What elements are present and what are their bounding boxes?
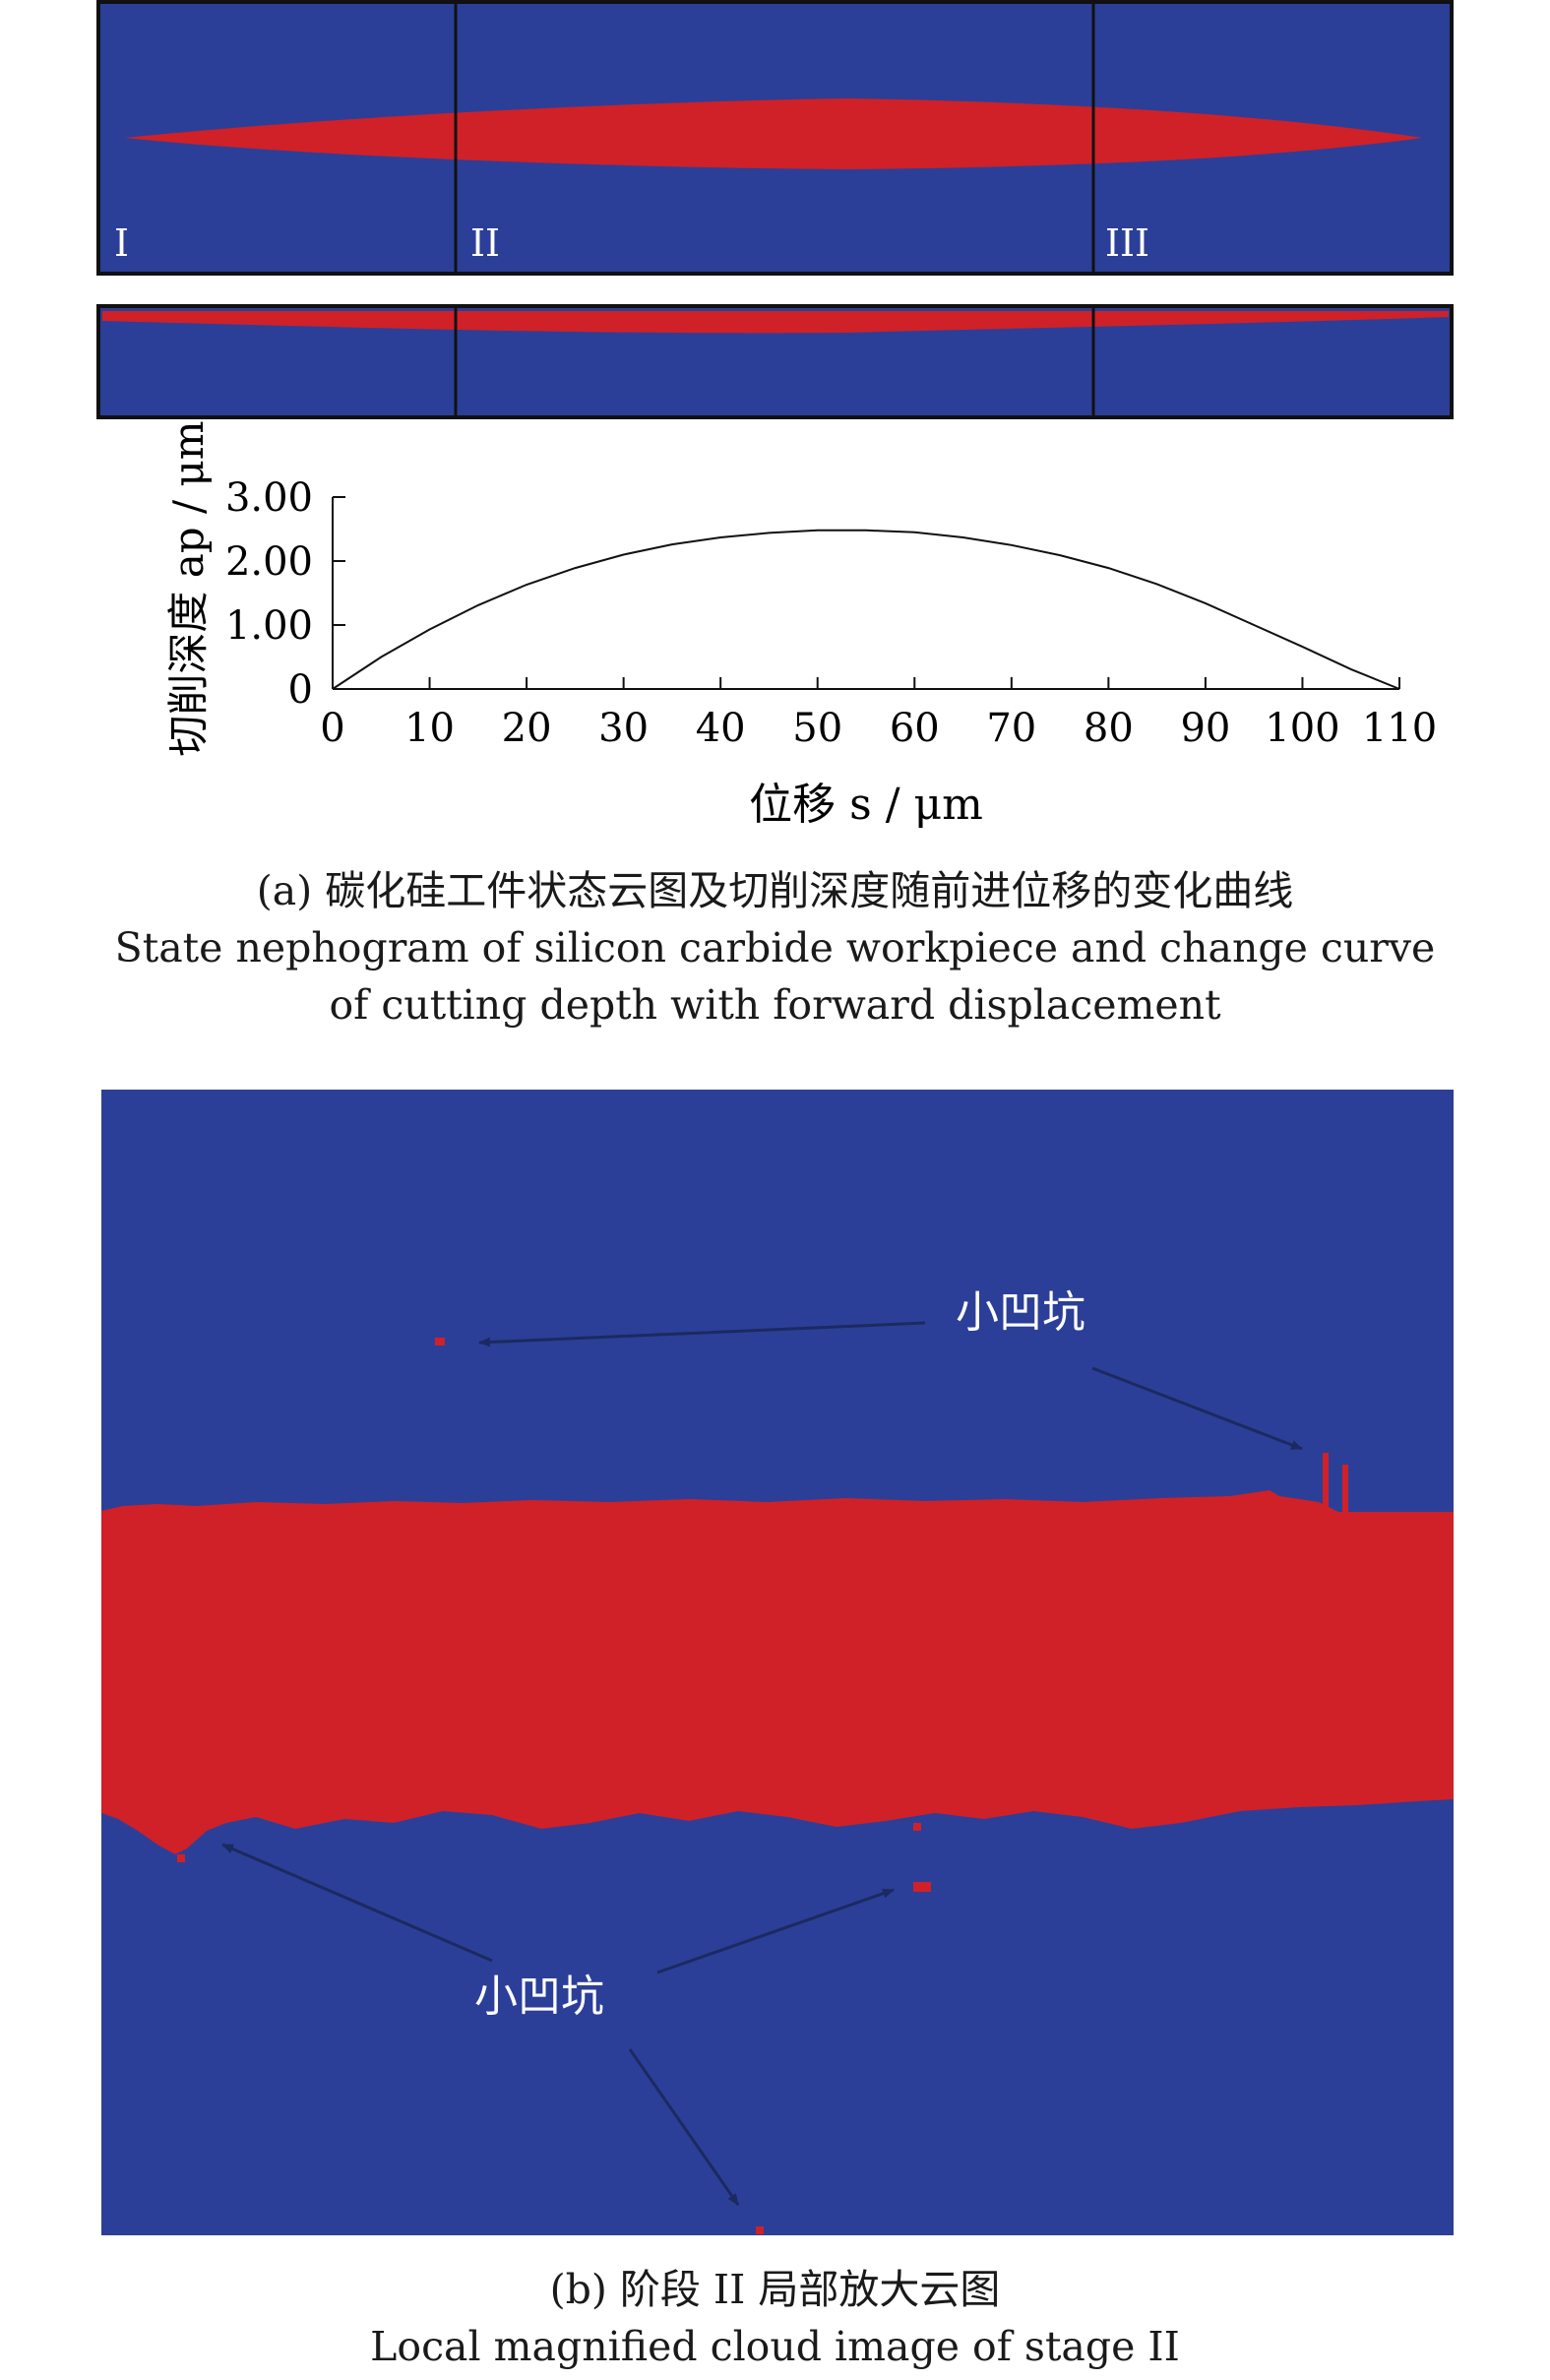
arrow-pit-1 <box>478 1321 926 1347</box>
x-tick-label: 100 <box>1265 706 1339 751</box>
x-tick-label: 70 <box>986 706 1036 751</box>
caption-b-cn: (b) 阶段 II 局部放大云图 <box>549 2266 1001 2313</box>
x-tick-group: 0 10 20 30 40 50 60 70 80 90 100 110 <box>320 677 1437 751</box>
chip-band-top <box>125 98 1422 169</box>
nephogram-top-view: I II III <box>96 0 1454 276</box>
arrow-pit-5 <box>628 2048 740 2206</box>
x-tick-label: 40 <box>696 706 746 751</box>
stage-label-2: II <box>470 221 500 265</box>
y-tick-group: 0 1.00 2.00 3.00 <box>225 475 345 713</box>
chip-spike-2 <box>1342 1465 1348 1512</box>
caption-a-en-1: State nephogram of silicon carbide workp… <box>114 924 1436 971</box>
cutting-depth-curve <box>332 529 1400 690</box>
pit-spot-5 <box>177 1854 185 1862</box>
x-tick-label: 30 <box>598 706 649 751</box>
magnified-chip-band <box>101 1490 1454 1854</box>
nephogram-side-view <box>96 304 1454 419</box>
caption-a-cn: (a) 碳化硅工件状态云图及切削深度随前进位移的变化曲线 <box>256 867 1294 914</box>
arrow-pit-2 <box>1091 1366 1303 1451</box>
x-tick-label: 50 <box>792 706 842 751</box>
y-tick-label: 0 <box>288 667 313 713</box>
pit-label-bottom: 小凹坑 <box>474 1972 604 2022</box>
x-tick-label: 60 <box>890 706 940 751</box>
pit-spot-3 <box>913 1823 921 1831</box>
caption-b-en: Local magnified cloud image of stage II <box>370 2323 1180 2370</box>
y-axis-label: 切削深度 ap / μm <box>164 420 213 756</box>
pit-spot-4 <box>756 2226 764 2234</box>
x-tick-label: 0 <box>320 706 344 751</box>
chip-band-side <box>102 311 1449 334</box>
chip-spike-1 <box>1323 1453 1329 1512</box>
y-tick-label: 2.00 <box>225 539 313 585</box>
pit-label-top: 小凹坑 <box>956 1287 1085 1338</box>
caption-a-en-2: of cutting depth with forward displaceme… <box>329 981 1221 1029</box>
caption-b: (b) 阶段 II 局部放大云图 Local magnified cloud i… <box>0 2261 1550 2375</box>
pit-spot-2 <box>913 1882 931 1892</box>
pit-spot-1 <box>435 1338 445 1346</box>
x-tick-label: 20 <box>502 706 552 751</box>
magnified-nephogram: 小凹坑 小凹坑 <box>101 1090 1454 2235</box>
x-axis-label: 位移 s / μm <box>749 780 983 830</box>
cutting-depth-chart: 0 10 20 30 40 50 60 70 80 90 100 110 01.002.003.00 … <box>164 420 1437 830</box>
arrow-pit-3 <box>221 1843 493 1963</box>
caption-a: (a) 碳化硅工件状态云图及切削深度随前进位移的变化曲线 State nepho… <box>0 862 1550 1033</box>
arrow-pit-4 <box>656 1888 895 1974</box>
x-tick-label: 110 <box>1362 706 1437 751</box>
x-tick-label: 90 <box>1180 706 1230 751</box>
x-tick-label: 10 <box>404 706 455 751</box>
y-tick-label: 1.00 <box>225 603 313 649</box>
stage-label-1: I <box>114 221 129 265</box>
stage-label-3: III <box>1105 221 1149 265</box>
y-tick-label: 3.00 <box>225 475 313 521</box>
x-tick-label: 80 <box>1084 706 1134 751</box>
